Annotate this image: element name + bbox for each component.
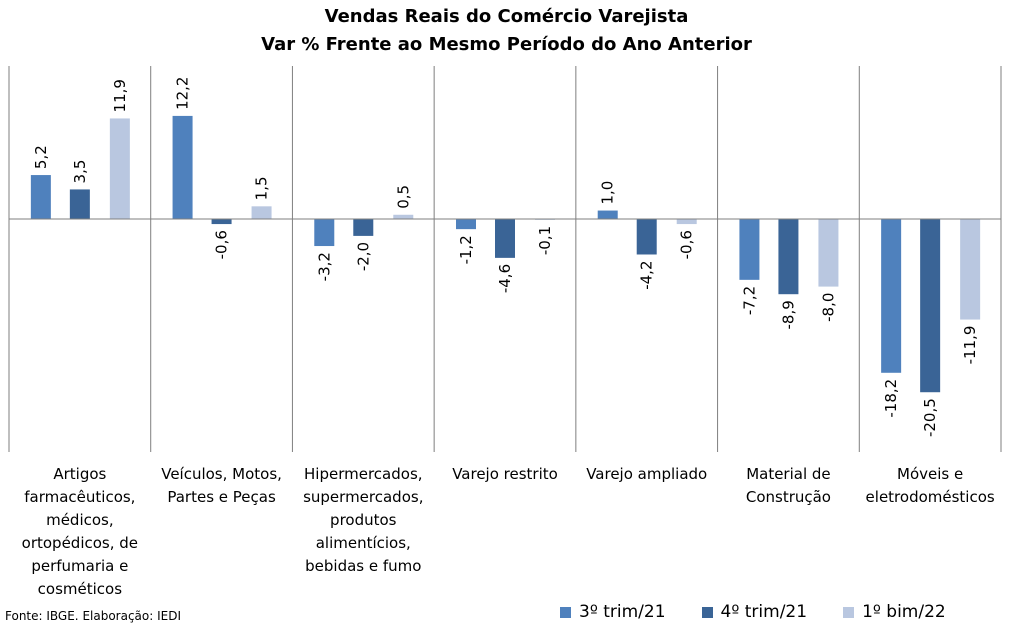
bar [353,219,374,236]
bar [30,175,51,219]
bar [818,219,839,287]
category-label: Artigos farmacêuticos, médicos, ortopédicos… [22,465,138,598]
data-label: -2,0 [354,242,372,271]
data-label: -1,2 [457,235,475,264]
bar [314,219,335,247]
legend-item-series-1: 3º trim/21 [560,602,666,622]
data-label: 5,2 [32,145,50,169]
bar [636,219,657,255]
data-label: -0,6 [213,230,231,259]
bar [109,118,130,219]
legend-swatch-series-1 [560,606,571,618]
bar [69,189,90,219]
data-label: -0,1 [536,226,554,255]
bar [739,219,760,280]
data-label: 1,5 [253,176,271,200]
bar [778,219,799,295]
bar [920,219,941,393]
bar [251,206,272,219]
data-label: -11,9 [961,326,979,365]
legend-item-series-3: 1º bim/22 [843,602,946,622]
bar [495,219,515,258]
legend-item-series-2: 4º trim/21 [701,602,808,622]
data-label: -3,2 [315,252,333,281]
chart-title: Vendas Reais do Comércio Varejista [324,6,689,27]
category-label: Varejo ampliado [586,465,707,483]
category-label: Hipermercados, supermercados, produtos alim… [303,465,423,575]
data-label: -4,2 [638,260,656,289]
bar [676,219,697,225]
data-label: -18,2 [882,379,900,418]
bar [960,219,981,320]
legend: 3º trim/21 4º trim/21 1º bim/22 [560,602,946,622]
data-label: -7,2 [740,286,758,315]
legend-label-series-2: 4º trim/21 [720,602,808,622]
category-label: Veículos, Motos, Partes e Peças [161,465,282,506]
data-label: -0,6 [678,230,696,259]
legend-swatch-series-3 [843,606,855,618]
category-label: Varejo restrito [452,465,558,483]
legend-label-series-1: 3º trim/21 [579,602,666,622]
bar [172,115,193,219]
data-label: 1,0 [599,181,617,205]
legend-swatch-series-2 [701,606,713,618]
category-label: Móveis e eletrodomésticos [866,465,995,506]
source-note: Fonte: IBGE. Elaboração: IEDI [5,609,182,623]
bar [456,219,476,230]
data-label: 11,9 [111,79,129,112]
bar [597,210,618,219]
legend-label-series-3: 1º bim/22 [862,602,946,622]
data-label: 12,2 [174,77,192,110]
data-label: 3,5 [71,160,89,184]
chart-subtitle: Var % Frente ao Mesmo Período do Ano Ant… [261,34,752,55]
bar [393,214,414,219]
bar [881,219,902,373]
category-label: Material de Construção [746,465,831,506]
bar [211,219,232,225]
data-label: 0,5 [394,185,412,209]
data-label: -4,6 [496,264,514,293]
data-label: -20,5 [921,398,939,437]
data-label: -8,0 [819,293,837,322]
data-label: -8,9 [779,300,797,329]
